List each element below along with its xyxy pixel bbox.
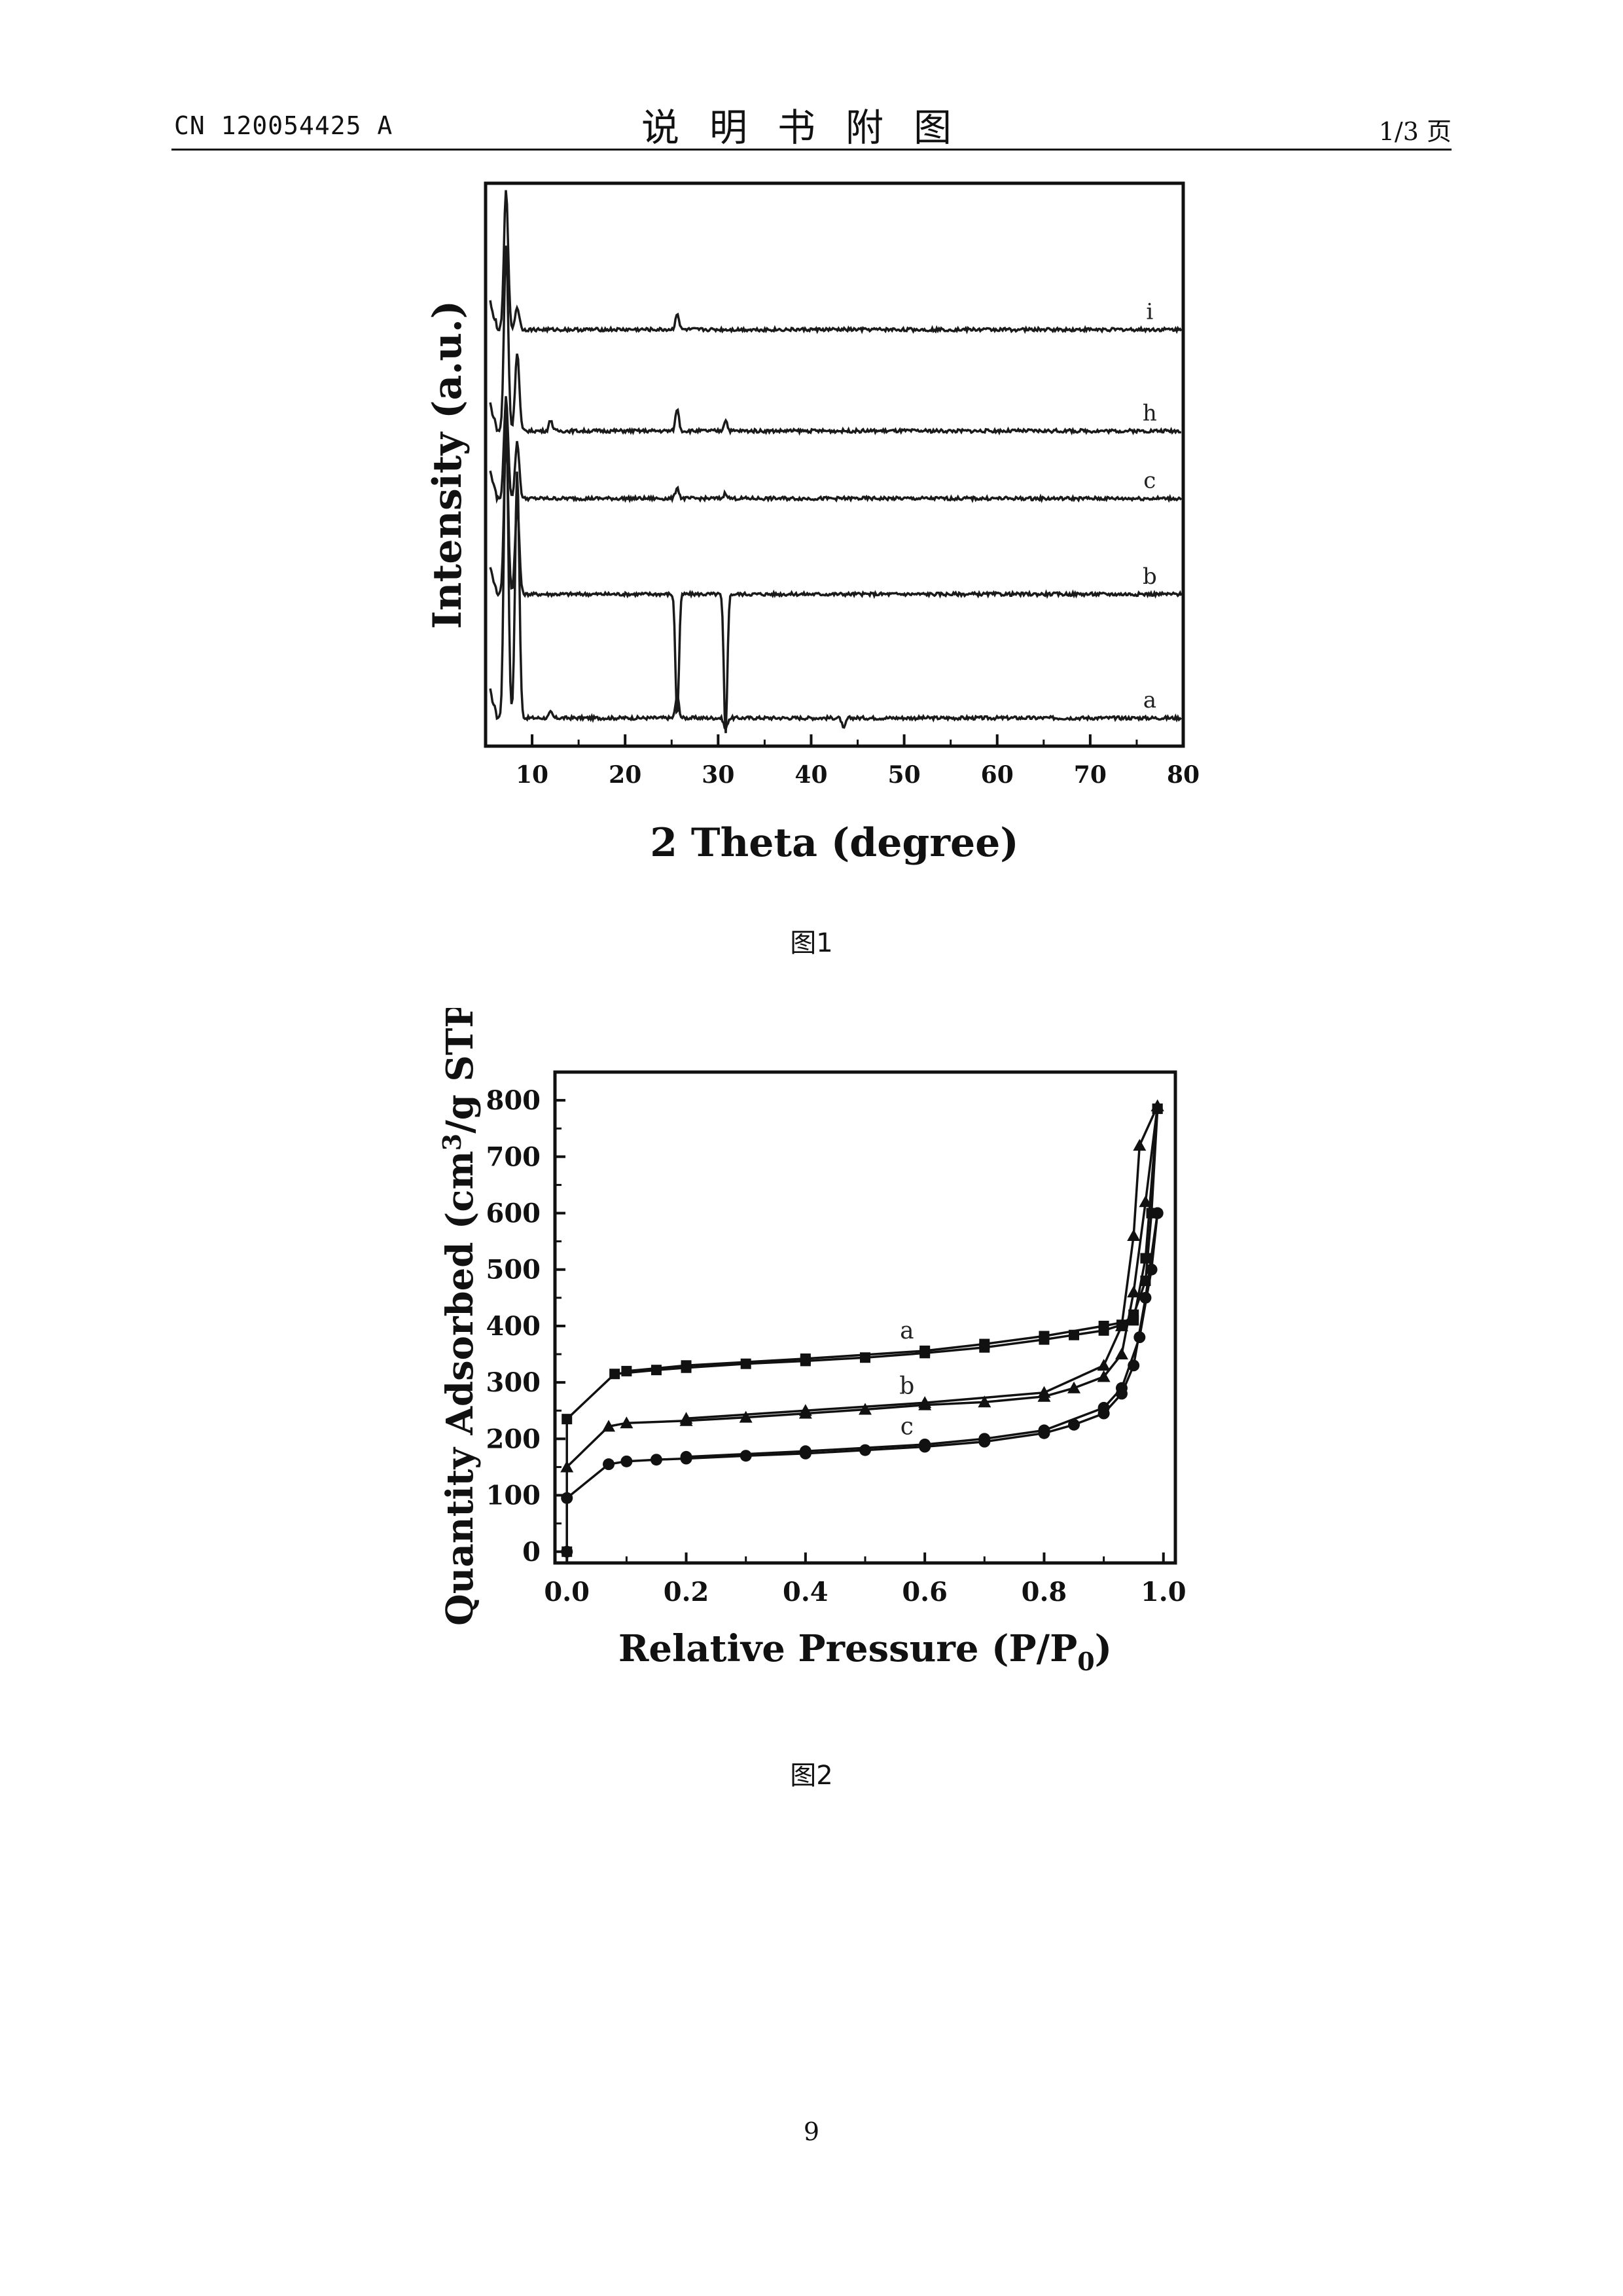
xrd-trace-c xyxy=(490,396,1181,500)
data-point-a xyxy=(741,1359,751,1369)
y-axis-label: Quantity Adsorbed (cm3/g STP) xyxy=(437,1008,482,1626)
data-point-b xyxy=(1127,1229,1140,1241)
figure-2-isotherm-chart: 0.0 0.2 0.4 0.6 0.8 1.0 0 100 200 300 400 500 600 700… xyxy=(0,1008,1623,1702)
figure-2-caption: 图2 xyxy=(0,1754,1623,1792)
data-point-a xyxy=(800,1354,811,1364)
y-tick-label: 500 xyxy=(486,1255,541,1285)
x-tick-label: 10 xyxy=(516,761,548,789)
data-point-c xyxy=(1116,1382,1128,1394)
data-point-c xyxy=(1152,1208,1164,1219)
isotherm-chart-svg: 0.0 0.2 0.4 0.6 0.8 1.0 0 100 200 300 400 500 600 700… xyxy=(0,1008,1623,1702)
x-tick-label: 70 xyxy=(1074,761,1107,789)
y-tick-label: 300 xyxy=(486,1367,541,1398)
data-point-a xyxy=(919,1346,930,1356)
curve-label-a: a xyxy=(900,1318,914,1344)
y-tick-label: 600 xyxy=(486,1198,541,1229)
page-of: 1/3 页 xyxy=(1379,111,1452,147)
isotherm-desorption-b xyxy=(687,1106,1158,1419)
data-point-a xyxy=(1069,1330,1079,1340)
data-point-c xyxy=(681,1451,692,1463)
plot-frame xyxy=(555,1072,1175,1563)
x-tick-label: 80 xyxy=(1167,761,1200,789)
data-point-c xyxy=(1128,1359,1139,1371)
trace-label-a: a xyxy=(1143,687,1156,713)
y-tick-label: 200 xyxy=(486,1424,541,1454)
xrd-trace-b xyxy=(490,439,1181,734)
data-point-a xyxy=(562,1414,572,1424)
curve-label-c: c xyxy=(901,1413,914,1440)
y-tick-label: 100 xyxy=(486,1480,541,1511)
y-tick-label: 800 xyxy=(486,1085,541,1116)
data-point-a xyxy=(651,1365,662,1375)
data-point-a xyxy=(681,1360,692,1371)
data-point-c xyxy=(1068,1419,1080,1431)
data-point-b xyxy=(1097,1359,1111,1371)
trace-label-h: h xyxy=(1143,400,1157,426)
data-point-c xyxy=(1139,1292,1151,1304)
y-tick-label: 0 xyxy=(522,1537,541,1568)
data-point-c xyxy=(800,1445,812,1457)
figure-1-caption: 图1 xyxy=(0,922,1623,960)
data-point-c xyxy=(978,1433,990,1444)
data-point-c xyxy=(859,1444,871,1456)
data-point-c xyxy=(1038,1424,1050,1436)
data-point-c xyxy=(561,1492,573,1504)
x-tick-label: 0.6 xyxy=(902,1577,948,1607)
page-number: 9 xyxy=(0,2117,1623,2146)
x-tick-label: 50 xyxy=(888,761,921,789)
data-point-b xyxy=(1115,1348,1128,1359)
data-point-c xyxy=(651,1454,662,1465)
y-tick-label: 400 xyxy=(486,1311,541,1342)
trace-label-i: i xyxy=(1146,299,1153,325)
xrd-trace-i xyxy=(490,190,1181,332)
xrd-trace-a xyxy=(490,399,1181,729)
x-tick-label: 60 xyxy=(981,761,1014,789)
plot-frame xyxy=(486,183,1183,746)
trace-label-b: b xyxy=(1143,564,1157,590)
data-point-a xyxy=(1140,1253,1150,1263)
x-axis-label: Relative Pressure (P/P0) xyxy=(618,1627,1112,1676)
curve-label-b: b xyxy=(899,1372,914,1399)
x-tick-label: 0.0 xyxy=(544,1577,590,1607)
trace-label-c: c xyxy=(1143,468,1156,494)
data-point-a xyxy=(1039,1331,1049,1341)
data-point-c xyxy=(919,1439,931,1450)
figure-1-xrd-chart: 10 20 30 40 50 60 70 80 2 Theta (degree) Intensit… xyxy=(0,170,1623,916)
data-point-c xyxy=(1133,1331,1145,1343)
data-point-c xyxy=(740,1450,752,1462)
data-point-c xyxy=(620,1456,632,1467)
x-tick-label: 1.0 xyxy=(1141,1577,1186,1607)
x-tick-label: 30 xyxy=(702,761,734,789)
data-point-a xyxy=(621,1366,632,1376)
data-point-c xyxy=(1098,1402,1110,1414)
x-tick-label: 0.2 xyxy=(664,1577,709,1607)
data-point-a xyxy=(979,1339,990,1350)
x-tick-label: 0.8 xyxy=(1022,1577,1067,1607)
x-tick-label: 20 xyxy=(609,761,641,789)
xrd-chart-svg: 10 20 30 40 50 60 70 80 2 Theta (degree) Intensit… xyxy=(0,170,1623,916)
y-tick-label: 700 xyxy=(486,1141,541,1172)
x-axis-label: 2 Theta (degree) xyxy=(650,820,1018,866)
data-point-a xyxy=(860,1352,870,1363)
data-point-c xyxy=(561,1546,573,1558)
data-point-b xyxy=(1133,1139,1146,1151)
data-point-a xyxy=(1099,1321,1109,1331)
y-axis-label: Intensity (a.u.) xyxy=(425,300,471,629)
x-tick-label: 0.4 xyxy=(783,1577,829,1607)
xrd-trace-h xyxy=(490,245,1181,433)
data-point-a xyxy=(609,1369,620,1379)
x-tick-label: 40 xyxy=(794,761,827,789)
data-point-c xyxy=(1146,1264,1158,1276)
header-rule xyxy=(171,149,1452,151)
data-point-c xyxy=(603,1458,615,1470)
